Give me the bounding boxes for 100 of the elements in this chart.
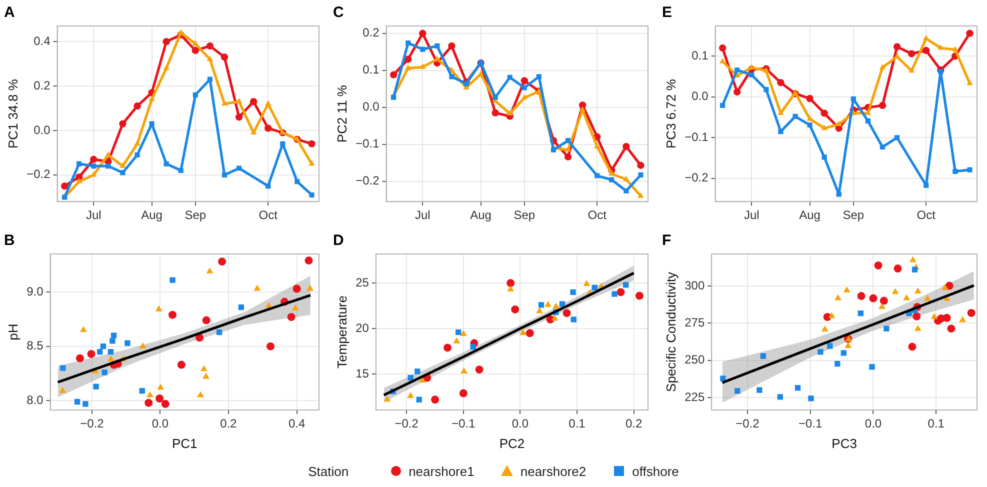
point: [453, 337, 460, 344]
point: [760, 353, 766, 359]
point: [168, 310, 177, 319]
point: [76, 354, 84, 362]
point: [266, 183, 271, 189]
point: [914, 324, 922, 331]
point: [404, 56, 412, 63]
point: [455, 329, 462, 336]
point: [110, 332, 117, 338]
legend-label: nearshore1: [408, 464, 474, 478]
point: [720, 376, 726, 382]
point: [834, 294, 842, 300]
point: [475, 366, 484, 374]
point: [551, 314, 558, 321]
x-tick-label: Jul: [414, 208, 430, 222]
chart-title: D: [333, 232, 344, 250]
point: [406, 40, 411, 46]
point: [869, 364, 875, 370]
point: [264, 100, 272, 106]
chart-title: B: [4, 232, 15, 250]
point: [843, 286, 850, 292]
point: [550, 147, 556, 152]
point: [206, 56, 214, 62]
point: [764, 87, 769, 92]
point: [206, 42, 214, 50]
point: [308, 160, 315, 166]
point: [924, 294, 931, 301]
point: [820, 110, 828, 117]
point: [60, 182, 68, 190]
point: [922, 46, 930, 54]
point: [564, 153, 572, 160]
point: [511, 305, 520, 314]
point: [579, 106, 586, 112]
point: [102, 370, 108, 376]
point: [544, 300, 552, 307]
point: [894, 135, 900, 140]
point: [390, 71, 398, 78]
point: [216, 329, 222, 336]
x-tick-label: −0.2: [80, 416, 104, 431]
point: [218, 258, 226, 266]
y-tick-label: 0.0: [362, 100, 380, 114]
x-tick-label: 0.2: [220, 416, 238, 431]
point: [156, 394, 164, 402]
point: [938, 44, 944, 50]
point: [149, 121, 154, 126]
point: [552, 302, 560, 309]
point: [638, 192, 644, 198]
point: [384, 396, 391, 402]
y-tick-label: 250: [684, 352, 705, 367]
y-tick-label: 25: [356, 275, 370, 290]
x-tick-label: Jul: [744, 208, 760, 222]
point: [592, 284, 598, 290]
point: [470, 344, 476, 350]
point: [718, 44, 726, 52]
point: [134, 102, 141, 110]
point: [460, 330, 467, 336]
point: [912, 266, 918, 272]
point: [192, 46, 200, 54]
x-axis-title: PC2: [499, 436, 525, 451]
point: [914, 287, 922, 294]
point: [197, 391, 204, 398]
point: [959, 316, 966, 322]
x-tick-label: −0.2: [736, 416, 760, 431]
point: [869, 294, 878, 302]
point: [865, 118, 870, 124]
y-tick-label: 0.0: [34, 122, 51, 137]
point: [76, 178, 82, 184]
point: [850, 96, 856, 102]
point: [522, 85, 527, 90]
x-tick-label: 0.0: [152, 416, 169, 431]
point: [162, 38, 170, 46]
point: [821, 124, 828, 130]
point: [87, 350, 96, 358]
point: [492, 94, 498, 100]
point: [464, 81, 469, 86]
y-axis-title: Temperature: [334, 296, 350, 368]
point: [777, 79, 784, 86]
point: [100, 344, 106, 350]
point: [478, 70, 484, 76]
point: [941, 284, 948, 290]
y-axis-title: PC1 34.8 %: [5, 78, 20, 148]
point: [492, 109, 499, 116]
point: [521, 94, 528, 100]
point: [449, 74, 454, 80]
point: [827, 343, 833, 349]
point: [235, 114, 243, 121]
point: [134, 140, 140, 146]
point: [864, 110, 872, 115]
point: [967, 308, 976, 317]
point: [808, 396, 814, 402]
y-tick-label: −0.1: [356, 136, 380, 151]
point: [207, 76, 212, 82]
point: [880, 144, 886, 150]
point: [292, 304, 299, 310]
point: [144, 398, 153, 407]
x-tick-label: 0.2: [625, 416, 642, 431]
point: [200, 365, 208, 372]
point: [250, 98, 258, 106]
y-tick-label: 15: [356, 366, 370, 380]
point: [749, 72, 754, 78]
